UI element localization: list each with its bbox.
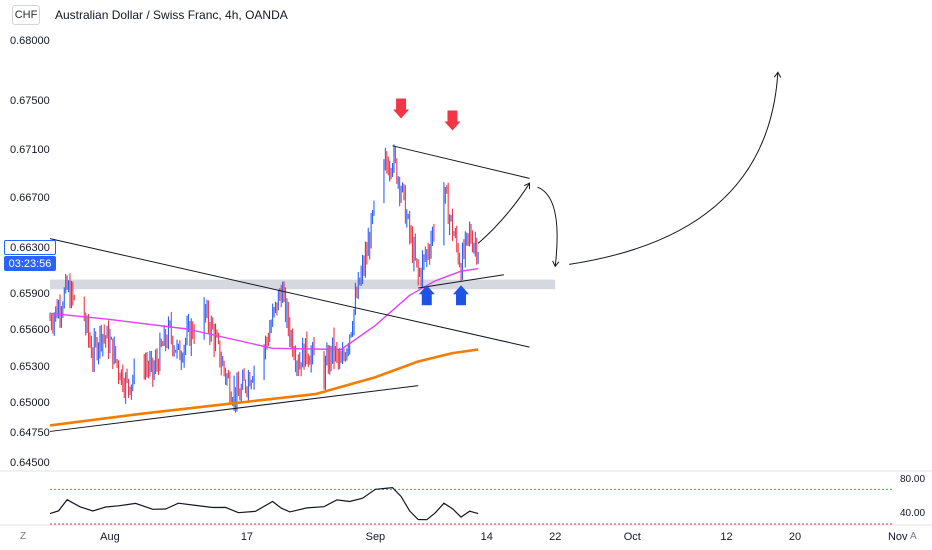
x-tick-label: Sep xyxy=(365,531,386,543)
y-tick-label: 0.66700 xyxy=(10,191,50,204)
rsi-line xyxy=(49,486,479,521)
projection-arrowhead xyxy=(552,260,560,268)
x-tick-label: 12 xyxy=(720,531,733,543)
trendline xyxy=(49,385,419,432)
y-tick-label: 0.65600 xyxy=(10,324,50,337)
x-tick-label: 14 xyxy=(480,531,493,543)
support-zone xyxy=(50,279,556,290)
moving-average-slow xyxy=(49,348,479,427)
countdown-tag: 03:23:56 xyxy=(4,256,56,271)
x-tick-label: 20 xyxy=(788,531,802,543)
x-tick-label: Oct xyxy=(623,531,641,543)
zoom-icon[interactable]: Z xyxy=(20,531,27,542)
projection-arrowhead xyxy=(773,71,782,78)
y-tick-label: 0.67500 xyxy=(10,95,50,108)
projection-leg-rally xyxy=(569,72,779,265)
y-tick-label: 0.68000 xyxy=(10,35,50,48)
y-tick-label: 0.65000 xyxy=(10,396,50,409)
auto-scale-button[interactable]: A xyxy=(910,531,917,542)
buy-arrow-icon xyxy=(418,285,435,306)
x-tick-label: Aug xyxy=(100,531,120,543)
trendline xyxy=(392,145,530,179)
sell-arrow-icon xyxy=(393,98,410,119)
projection-leg-up xyxy=(477,182,530,244)
moving-average-fast xyxy=(49,268,479,351)
y-tick-label: 0.64500 xyxy=(10,456,50,469)
projection-leg-down xyxy=(537,186,558,267)
currency-badge[interactable]: CHF xyxy=(12,5,40,25)
projection-arrowhead xyxy=(523,182,530,190)
chart-title: Australian Dollar / Swiss Franc, 4h, OAN… xyxy=(55,8,288,22)
buy-arrow-icon xyxy=(453,285,470,306)
y-tick-label: 0.65300 xyxy=(10,360,50,373)
trendline xyxy=(49,238,530,348)
x-tick-label: 17 xyxy=(240,531,254,543)
rsi-tick-label: 80.00 xyxy=(900,473,926,485)
x-tick-label: Nov xyxy=(887,531,908,543)
y-tick-label: 0.65900 xyxy=(10,288,50,301)
y-tick-label: 0.67100 xyxy=(10,143,50,156)
trendline xyxy=(418,274,504,289)
y-tick-label: 0.64750 xyxy=(10,426,50,439)
x-tick-label: 22 xyxy=(549,531,562,543)
last-price-tag: 0.66300 xyxy=(4,240,56,255)
rsi-tick-label: 40.00 xyxy=(900,508,926,520)
sell-arrow-icon xyxy=(444,110,461,131)
